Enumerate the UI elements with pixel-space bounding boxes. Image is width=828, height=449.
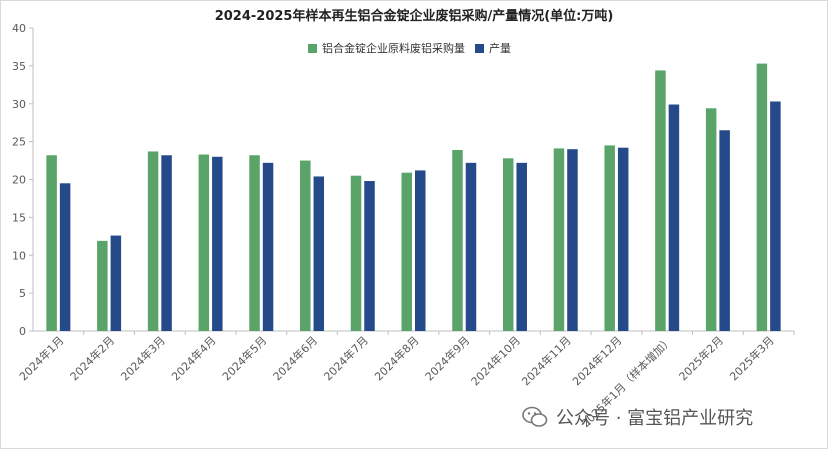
bar-output bbox=[212, 156, 223, 331]
x-tick-label: 2025年3月 bbox=[727, 333, 777, 383]
legend-label-output: 产量 bbox=[489, 42, 511, 55]
y-tick-label: 5 bbox=[19, 287, 26, 300]
bar-purchase bbox=[249, 155, 260, 331]
x-tick-label: 2024年3月 bbox=[118, 333, 168, 383]
y-tick-label: 30 bbox=[12, 98, 26, 111]
bar-output bbox=[313, 176, 325, 331]
bar-output bbox=[567, 149, 578, 331]
bar-output bbox=[59, 183, 71, 331]
y-tick-label: 40 bbox=[12, 22, 26, 35]
x-tick-label: 2024年2月 bbox=[67, 333, 117, 383]
x-tick-label: 2024年8月 bbox=[371, 333, 421, 383]
bar-purchase bbox=[401, 172, 412, 331]
bar-purchase bbox=[97, 240, 108, 331]
chart-title: 2024-2025年样本再生铝合金锭企业废铝采购/产量情况(单位:万吨) bbox=[214, 9, 614, 24]
watermark-text: 公众号 · 富宝铝产业研究 bbox=[556, 408, 754, 429]
x-tick-label: 2024年9月 bbox=[422, 333, 472, 383]
y-tick-label: 20 bbox=[12, 174, 26, 187]
x-tick-label: 2025年2月 bbox=[676, 333, 726, 383]
y-tick-label: 35 bbox=[12, 60, 26, 73]
y-tick-label: 25 bbox=[12, 136, 26, 149]
bar-purchase bbox=[46, 155, 57, 331]
bar-output bbox=[516, 162, 527, 331]
legend-item-output: 产量 bbox=[475, 40, 511, 56]
bar-output bbox=[719, 130, 730, 331]
bar-purchase bbox=[198, 154, 210, 331]
bar-purchase bbox=[300, 160, 311, 331]
bar-output bbox=[770, 101, 781, 331]
legend-swatch-purchase bbox=[308, 43, 317, 53]
bar-purchase bbox=[502, 158, 514, 331]
bar-purchase bbox=[705, 108, 717, 331]
bar-output bbox=[415, 170, 426, 331]
bar-purchase bbox=[452, 149, 463, 331]
x-tick-label: 2024年11月 bbox=[519, 333, 574, 388]
bar-purchase bbox=[756, 63, 768, 331]
y-tick-label: 15 bbox=[12, 211, 26, 224]
legend-item-purchase: 铝合金锭企业原料废铝采购量 bbox=[308, 40, 465, 56]
bar-output bbox=[364, 181, 375, 331]
wechat-icon bbox=[522, 406, 548, 427]
y-tick-label: 10 bbox=[12, 249, 26, 262]
bar-output bbox=[262, 162, 274, 331]
bar-purchase bbox=[147, 151, 159, 331]
bar-output bbox=[465, 162, 477, 331]
x-tick-label: 2024年4月 bbox=[168, 333, 218, 383]
bar-purchase bbox=[553, 148, 565, 331]
bar-output bbox=[110, 235, 122, 331]
x-tick-label: 2024年10月 bbox=[468, 333, 523, 388]
x-tick-label: 2024年1月 bbox=[16, 333, 66, 383]
bar-output bbox=[617, 147, 629, 331]
x-tick-label: 2024年5月 bbox=[219, 333, 269, 383]
bar-purchase bbox=[655, 70, 666, 332]
chart-legend: 铝合金锭企业原料废铝采购量 产量 bbox=[308, 40, 521, 56]
bar-output bbox=[668, 104, 680, 331]
x-tick-label: 2024年6月 bbox=[270, 333, 320, 383]
x-tick-label: 2024年12月 bbox=[569, 333, 624, 388]
bar-purchase bbox=[350, 175, 362, 331]
bar-output bbox=[161, 155, 172, 331]
bar-purchase bbox=[604, 145, 615, 331]
legend-swatch-output bbox=[475, 43, 484, 53]
legend-label-purchase: 铝合金锭企业原料废铝采购量 bbox=[322, 42, 465, 55]
x-tick-label: 2024年7月 bbox=[321, 333, 371, 383]
watermark: 公众号 · 富宝铝产业研究 bbox=[522, 404, 753, 430]
y-tick-label: 0 bbox=[19, 325, 26, 338]
